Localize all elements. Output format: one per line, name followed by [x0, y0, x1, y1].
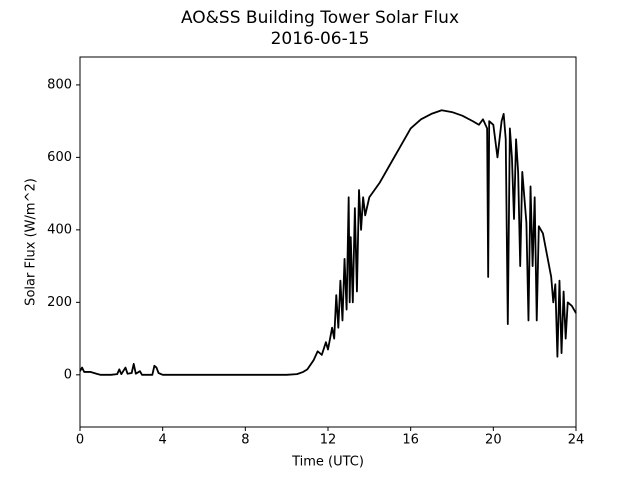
data-line — [79, 109, 577, 376]
chart-subtitle: 2016-06-15 — [271, 29, 370, 49]
x-tick-label: 8 — [241, 433, 249, 448]
chart-title: AO&SS Building Tower Solar Flux — [181, 8, 459, 28]
x-tick-label: 16 — [402, 433, 419, 448]
x-tick-label: 24 — [568, 433, 585, 448]
x-tick-label: 0 — [76, 433, 84, 448]
x-axis-label: Time (UTC) — [291, 455, 364, 470]
y-axis-label: Solar Flux (W/m^2) — [24, 178, 39, 306]
y-tick-label: 600 — [47, 150, 72, 165]
x-tick-label: 12 — [320, 433, 337, 448]
y-tick-label: 400 — [47, 222, 72, 237]
plot-frame — [79, 56, 577, 428]
y-tick-label: 200 — [47, 295, 72, 310]
y-tick-label: 800 — [47, 77, 72, 92]
y-tick-label: 0 — [64, 367, 72, 382]
x-tick-label: 20 — [485, 433, 502, 448]
x-tick-label: 4 — [159, 433, 167, 448]
